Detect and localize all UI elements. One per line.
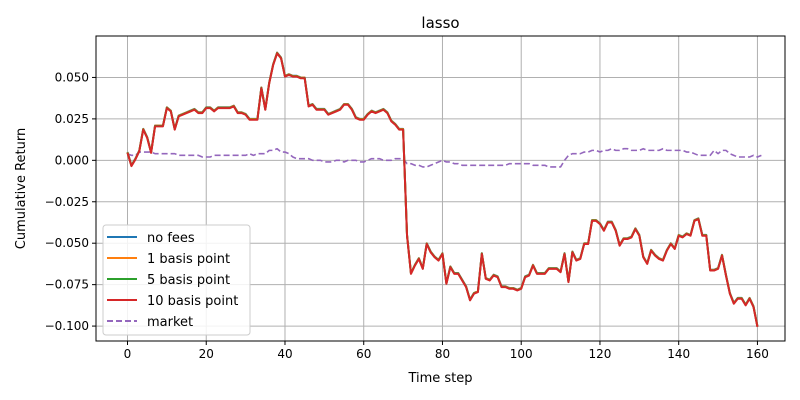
x-tick-label: 0 bbox=[124, 347, 132, 361]
legend-label-5-basis-point: 5 basis point bbox=[147, 273, 230, 288]
series-line-10-basis-point bbox=[126, 52, 759, 328]
series-line-market bbox=[127, 147, 762, 168]
y-tick-label: 0.000 bbox=[55, 153, 89, 167]
x-tick-label: 160 bbox=[746, 347, 769, 361]
axis-ticks: 0 20 40 60 80 100 120 140 160 −0.100 −0.075 −0.050 −… bbox=[45, 70, 769, 361]
y-tick-label: −0.075 bbox=[45, 278, 89, 292]
y-tick-label: −0.100 bbox=[45, 319, 89, 333]
x-tick-label: 40 bbox=[277, 347, 292, 361]
y-tick-label: −0.025 bbox=[45, 195, 89, 209]
x-tick-label: 100 bbox=[510, 347, 533, 361]
series-lines bbox=[126, 51, 762, 328]
chart-title: lasso bbox=[421, 14, 459, 32]
grid bbox=[96, 36, 785, 341]
x-axis-label: Time step bbox=[407, 371, 472, 386]
x-tick-label: 80 bbox=[435, 347, 450, 361]
x-tick-label: 120 bbox=[589, 347, 612, 361]
legend-label-no-fees: no fees bbox=[147, 231, 195, 246]
y-tick-label: −0.050 bbox=[45, 236, 89, 250]
x-tick-label: 60 bbox=[356, 347, 371, 361]
legend-label-10-basis-point: 10 basis point bbox=[147, 294, 238, 309]
legend: no fees 1 basis point 5 basis point 10 basi… bbox=[102, 224, 251, 336]
legend-label-market: market bbox=[147, 315, 193, 330]
y-tick-label: 0.025 bbox=[55, 112, 89, 126]
plot-frame bbox=[95, 35, 786, 342]
legend-frame bbox=[102, 224, 251, 336]
legend-label-1-basis-point: 1 basis point bbox=[147, 252, 230, 267]
x-tick-label: 20 bbox=[199, 347, 214, 361]
y-axis-label: Cumulative Return bbox=[14, 128, 29, 249]
y-tick-label: 0.050 bbox=[55, 70, 89, 84]
x-tick-label: 140 bbox=[667, 347, 690, 361]
